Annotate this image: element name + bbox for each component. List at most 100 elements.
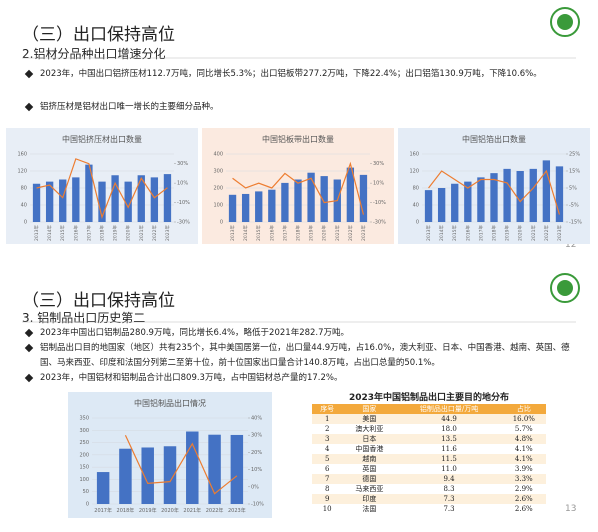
y2-tick-label: -30% <box>373 220 386 226</box>
y2-tick-label: 15% <box>569 169 580 175</box>
table-cell: 印度 <box>342 494 397 504</box>
bar <box>137 175 145 222</box>
x-tick-label: 2015年 <box>255 225 262 241</box>
table-cell: 2.9% <box>501 484 546 494</box>
x-tick-label: 2016年 <box>268 225 275 241</box>
x-tick-label: 2020年 <box>125 225 132 241</box>
x-tick-label: 2023年 <box>360 225 367 241</box>
table-cell: 8.3 <box>396 484 502 494</box>
header-cell: 序号 <box>312 404 343 414</box>
y2-tick-label: 25% <box>569 152 580 158</box>
bar <box>228 194 237 222</box>
y-tick-label: 80 <box>21 186 27 192</box>
table-cell: 18.0 <box>396 424 502 434</box>
y-tick-label: 400 <box>213 152 223 158</box>
table-cell: 6 <box>312 464 343 474</box>
y2-tick-label: -10% <box>373 200 386 206</box>
y2-tick-label: 40% <box>251 416 262 422</box>
table-cell: 10 <box>312 504 343 514</box>
table-cell: 44.9 <box>396 414 502 424</box>
x-tick-label: 2015年 <box>59 225 66 241</box>
table-cell: 德国 <box>342 474 397 484</box>
x-tick-label: 2017年 <box>94 507 112 514</box>
x-tick-label: 2013年 <box>425 225 432 241</box>
bullet-text: 2023年中国出口铝制品280.9万吨，同比增长6.4%，略低于2021年282… <box>40 328 350 338</box>
bar <box>490 173 498 222</box>
y-tick-label: 40 <box>413 203 419 209</box>
table-cell: 2.6% <box>501 504 546 514</box>
bullet: 2023年，中国铝材和铝制品合计出口809.3万吨，占中国铝材总产量的17.2%… <box>24 371 580 386</box>
y2-tick-label: 30% <box>251 433 262 439</box>
y-tick-label: 120 <box>17 169 27 175</box>
table-cell: 5.7% <box>501 424 546 434</box>
x-tick-label: 2023年 <box>556 225 563 241</box>
bar <box>437 188 446 222</box>
bar <box>141 447 154 504</box>
y-tick-label: 40 <box>21 203 27 209</box>
table-title: 2023年中国铝制品出口主要目的地分布 <box>348 393 510 403</box>
x-tick-label: 2023年 <box>228 507 246 514</box>
x-tick-label: 2014年 <box>46 225 53 241</box>
table-cell: 马来西亚 <box>342 484 397 494</box>
x-tick-label: 2022年 <box>543 225 550 241</box>
x-tick-label: 2023年 <box>164 225 171 241</box>
table-cell: 4.1% <box>501 454 546 464</box>
bar <box>359 174 368 222</box>
x-tick-label: 2013年 <box>229 225 236 241</box>
chart-title: 中国铝制品出口情况 <box>134 398 206 408</box>
y-tick-label: 0 <box>416 220 419 226</box>
slide: （三）出口保持高位 3. 铝制品出口历史第二 2023年中国出口铝制品280.9… <box>0 266 598 532</box>
table-cell: 英国 <box>342 464 397 474</box>
table-cell: 8 <box>312 484 343 494</box>
header-cell: 铝制品出口量/万吨 <box>396 404 502 414</box>
table-cell: 2 <box>312 424 343 434</box>
x-tick-label: 2021年 <box>530 225 537 241</box>
x-tick-label: 2022年 <box>347 225 354 241</box>
table-row: 6 英国 11.0 3.9% <box>312 464 546 474</box>
y2-tick-label: -15% <box>569 220 582 226</box>
table-cell: 9.4 <box>396 474 502 484</box>
table-cell: 4.8% <box>501 434 546 444</box>
table-cell: 11.0 <box>396 464 502 474</box>
table-cell: 3.9% <box>501 464 546 474</box>
table-cell: 5 <box>312 454 343 464</box>
line <box>124 434 238 495</box>
y-tick-label: 100 <box>213 203 223 209</box>
line <box>232 161 365 215</box>
x-tick-label: 2014年 <box>242 225 249 241</box>
table-header: 序号 国家 铝制品出口量/万吨 占比 <box>312 404 546 414</box>
page-number: 13 <box>565 504 577 514</box>
y-tick-label: 50 <box>83 489 89 495</box>
bar <box>230 434 244 504</box>
chart-title: 中国铝挤压材出口数量 <box>62 134 142 144</box>
table-cell: 11.6 <box>396 444 502 454</box>
table-cell: 4 <box>312 444 343 454</box>
bar <box>542 160 551 222</box>
table-cell: 2.6% <box>501 494 546 504</box>
x-tick-label: 2013年 <box>33 225 40 241</box>
bar <box>59 179 67 222</box>
y-tick-label: 160 <box>409 152 419 158</box>
table-row: 5 越南 11.5 4.1% <box>312 454 546 464</box>
table-cell: 3.3% <box>501 474 546 484</box>
x-tick-label: 2018年 <box>295 225 302 241</box>
bullet-text: 铝制品出口目的地国家（地区）共有235个，其中美国居第一位，出口量44.9万吨，… <box>40 343 570 368</box>
bar <box>163 174 172 222</box>
table-cell: 4.1% <box>501 444 546 454</box>
table-cell: 越南 <box>342 454 397 464</box>
y-tick-label: 80 <box>413 186 419 192</box>
table-row: 4 中国香港 11.6 4.1% <box>312 444 546 454</box>
x-tick-label: 2018年 <box>117 507 135 514</box>
table-cell: 3 <box>312 434 343 444</box>
x-tick-label: 2017年 <box>85 225 92 241</box>
table-cell: 中国香港 <box>342 444 397 454</box>
bar <box>98 181 106 222</box>
x-tick-label: 2016年 <box>72 225 79 241</box>
y2-tick-label: -10% <box>177 200 190 206</box>
y2-tick-label: 0% <box>251 484 259 490</box>
y2-tick-label: -30% <box>177 220 190 226</box>
table-cell: 美国 <box>342 414 397 424</box>
y2-tick-label: 30% <box>373 161 384 167</box>
bar <box>464 181 472 222</box>
